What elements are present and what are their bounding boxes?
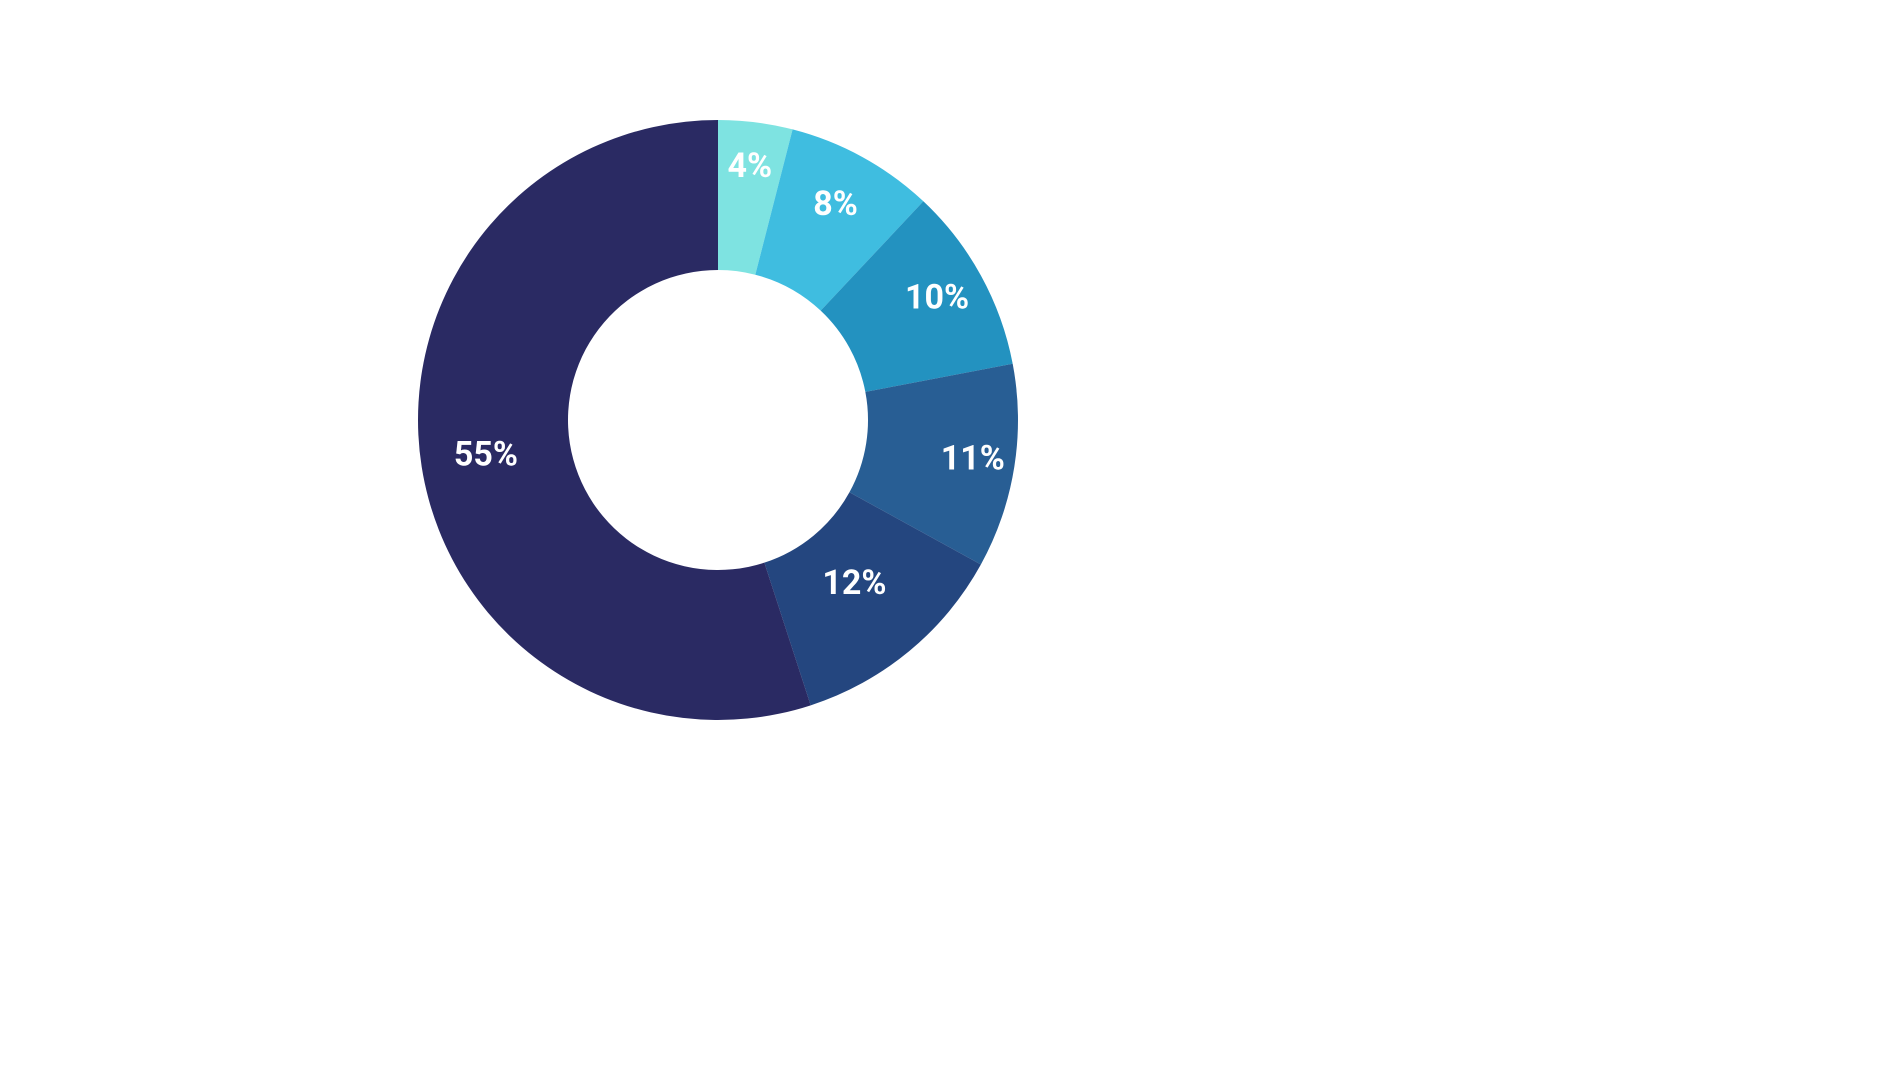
chart-stage: 4% 8% 10% 11% 12% 55% <box>0 0 1900 1069</box>
slice-label: 4% <box>728 146 773 186</box>
slice-label: 10% <box>905 278 969 318</box>
slice-label: 55% <box>454 435 518 475</box>
slice-label: 11% <box>941 438 1005 478</box>
slice-label: 12% <box>822 563 886 603</box>
donut-chart: 4% 8% 10% 11% 12% 55% <box>0 0 1900 1069</box>
slice-label: 8% <box>813 184 858 224</box>
